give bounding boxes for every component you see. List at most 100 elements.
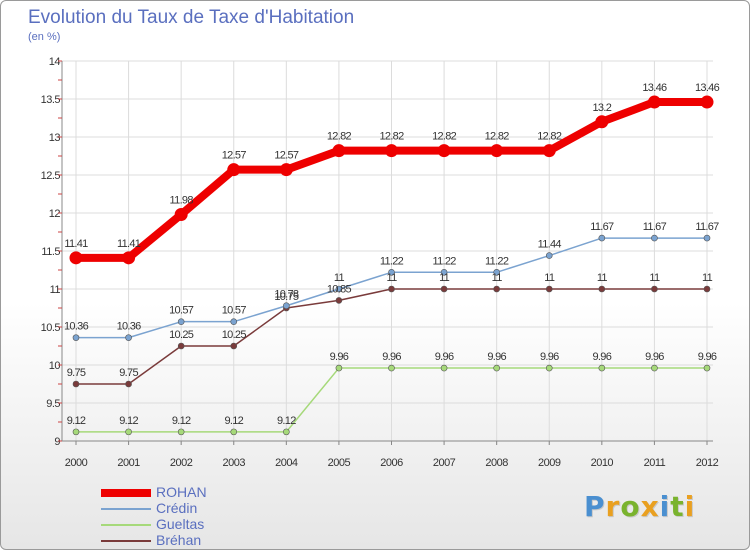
data-point-crédin bbox=[598, 234, 606, 242]
data-point-rohan bbox=[69, 251, 83, 265]
x-tick-label: 2005 bbox=[328, 457, 351, 469]
data-point-rohan bbox=[227, 163, 241, 177]
data-label: 10.75 bbox=[274, 291, 299, 303]
y-tick-label: 9.5 bbox=[46, 398, 60, 410]
data-point-bréhan bbox=[545, 285, 553, 293]
data-point-crédin bbox=[545, 252, 553, 259]
data-point-gueltas bbox=[493, 364, 500, 372]
data-point-bréhan bbox=[335, 297, 343, 304]
data-point-bréhan bbox=[598, 285, 606, 293]
data-label: 11 bbox=[702, 272, 713, 284]
data-label: 12.57 bbox=[222, 150, 247, 162]
logo-letter: r bbox=[605, 490, 621, 523]
data-point-rohan bbox=[700, 95, 714, 109]
data-point-rohan bbox=[174, 208, 188, 222]
x-tick-label: 2003 bbox=[223, 457, 246, 469]
data-point-gueltas bbox=[598, 364, 606, 372]
y-tick-label: 10 bbox=[49, 360, 61, 372]
data-point-gueltas bbox=[703, 364, 711, 372]
data-label: 9.12 bbox=[119, 415, 138, 427]
x-tick-label: 2006 bbox=[380, 457, 403, 469]
data-label: 11.22 bbox=[432, 255, 456, 267]
data-point-crédin bbox=[177, 318, 185, 325]
data-label: 10.25 bbox=[222, 329, 247, 341]
data-label: 9.96 bbox=[435, 351, 454, 363]
data-label: 9.96 bbox=[593, 351, 612, 363]
legend-swatch bbox=[101, 524, 151, 526]
data-label: 13.46 bbox=[695, 82, 720, 94]
data-label: 9.96 bbox=[330, 351, 349, 363]
data-point-gueltas bbox=[72, 428, 80, 436]
logo-letter: i bbox=[684, 490, 696, 523]
legend-label: Bréhan bbox=[156, 532, 202, 548]
legend-label: Gueltas bbox=[156, 516, 205, 532]
data-point-gueltas bbox=[230, 428, 238, 436]
data-label: 9.12 bbox=[67, 415, 86, 427]
x-tick-label: 2002 bbox=[170, 457, 193, 469]
data-point-bréhan bbox=[703, 285, 711, 293]
data-label: 10.78 bbox=[274, 289, 299, 301]
data-point-bréhan bbox=[72, 380, 80, 388]
data-label: 10.57 bbox=[169, 305, 194, 317]
data-point-crédin bbox=[440, 268, 448, 276]
data-label: 11 bbox=[439, 272, 450, 284]
proxiti-logo: Proxiti bbox=[584, 490, 695, 523]
data-label: 11.41 bbox=[64, 238, 88, 250]
y-tick-label: 14 bbox=[49, 56, 61, 68]
y-tick-label: 11 bbox=[50, 284, 61, 296]
data-label: 9.12 bbox=[277, 415, 296, 427]
data-point-rohan bbox=[542, 144, 556, 158]
y-tick-label: 12.5 bbox=[41, 170, 61, 182]
x-tick-label: 2010 bbox=[591, 457, 614, 469]
data-label: 9.96 bbox=[645, 351, 664, 363]
data-point-rohan bbox=[122, 251, 136, 265]
data-label: 11 bbox=[649, 272, 660, 284]
data-label: 12.82 bbox=[537, 131, 562, 143]
data-point-rohan bbox=[332, 144, 346, 158]
data-point-crédin bbox=[651, 234, 658, 242]
data-label: 13.2 bbox=[593, 102, 612, 114]
x-tick-label: 2000 bbox=[65, 457, 88, 469]
data-label: 9.96 bbox=[382, 351, 401, 363]
y-tick-label: 10.5 bbox=[41, 322, 61, 334]
data-label: 11 bbox=[544, 272, 555, 284]
data-point-crédin bbox=[72, 334, 80, 341]
data-point-crédin bbox=[125, 334, 132, 341]
data-point-rohan bbox=[490, 144, 504, 158]
data-label: 11 bbox=[492, 272, 503, 284]
data-label: 11 bbox=[386, 272, 397, 284]
data-point-crédin bbox=[230, 318, 238, 325]
data-point-gueltas bbox=[335, 364, 343, 372]
x-tick-label: 2011 bbox=[644, 457, 666, 469]
data-label: 10.25 bbox=[169, 329, 194, 341]
data-point-rohan bbox=[437, 144, 451, 158]
data-label: 9.96 bbox=[487, 351, 506, 363]
data-label: 11 bbox=[334, 272, 345, 284]
data-point-gueltas bbox=[125, 428, 132, 436]
data-label: 12.82 bbox=[432, 131, 457, 143]
data-label: 11.67 bbox=[695, 221, 719, 233]
data-label: 9.75 bbox=[67, 367, 86, 379]
data-point-gueltas bbox=[545, 364, 553, 372]
data-label: 10.36 bbox=[117, 321, 142, 333]
data-label: 9.12 bbox=[172, 415, 191, 427]
chart-subtitle: (en %) bbox=[28, 31, 61, 43]
x-tick-label: 2007 bbox=[433, 457, 456, 469]
data-label: 10.57 bbox=[222, 305, 247, 317]
data-point-crédin bbox=[493, 268, 500, 276]
data-label: 9.96 bbox=[540, 351, 559, 363]
legend-swatch bbox=[101, 540, 151, 542]
data-label: 11.44 bbox=[538, 239, 562, 251]
data-point-crédin bbox=[703, 234, 711, 242]
data-point-rohan bbox=[595, 115, 609, 129]
x-tick-label: 2001 bbox=[117, 457, 140, 469]
data-label: 11.67 bbox=[590, 221, 614, 233]
data-point-bréhan bbox=[651, 285, 658, 293]
y-tick-label: 12 bbox=[49, 208, 61, 220]
logo-letter: x bbox=[640, 490, 660, 523]
data-point-gueltas bbox=[388, 364, 395, 372]
data-label: 12.82 bbox=[379, 131, 404, 143]
data-label: 9.75 bbox=[119, 367, 138, 379]
